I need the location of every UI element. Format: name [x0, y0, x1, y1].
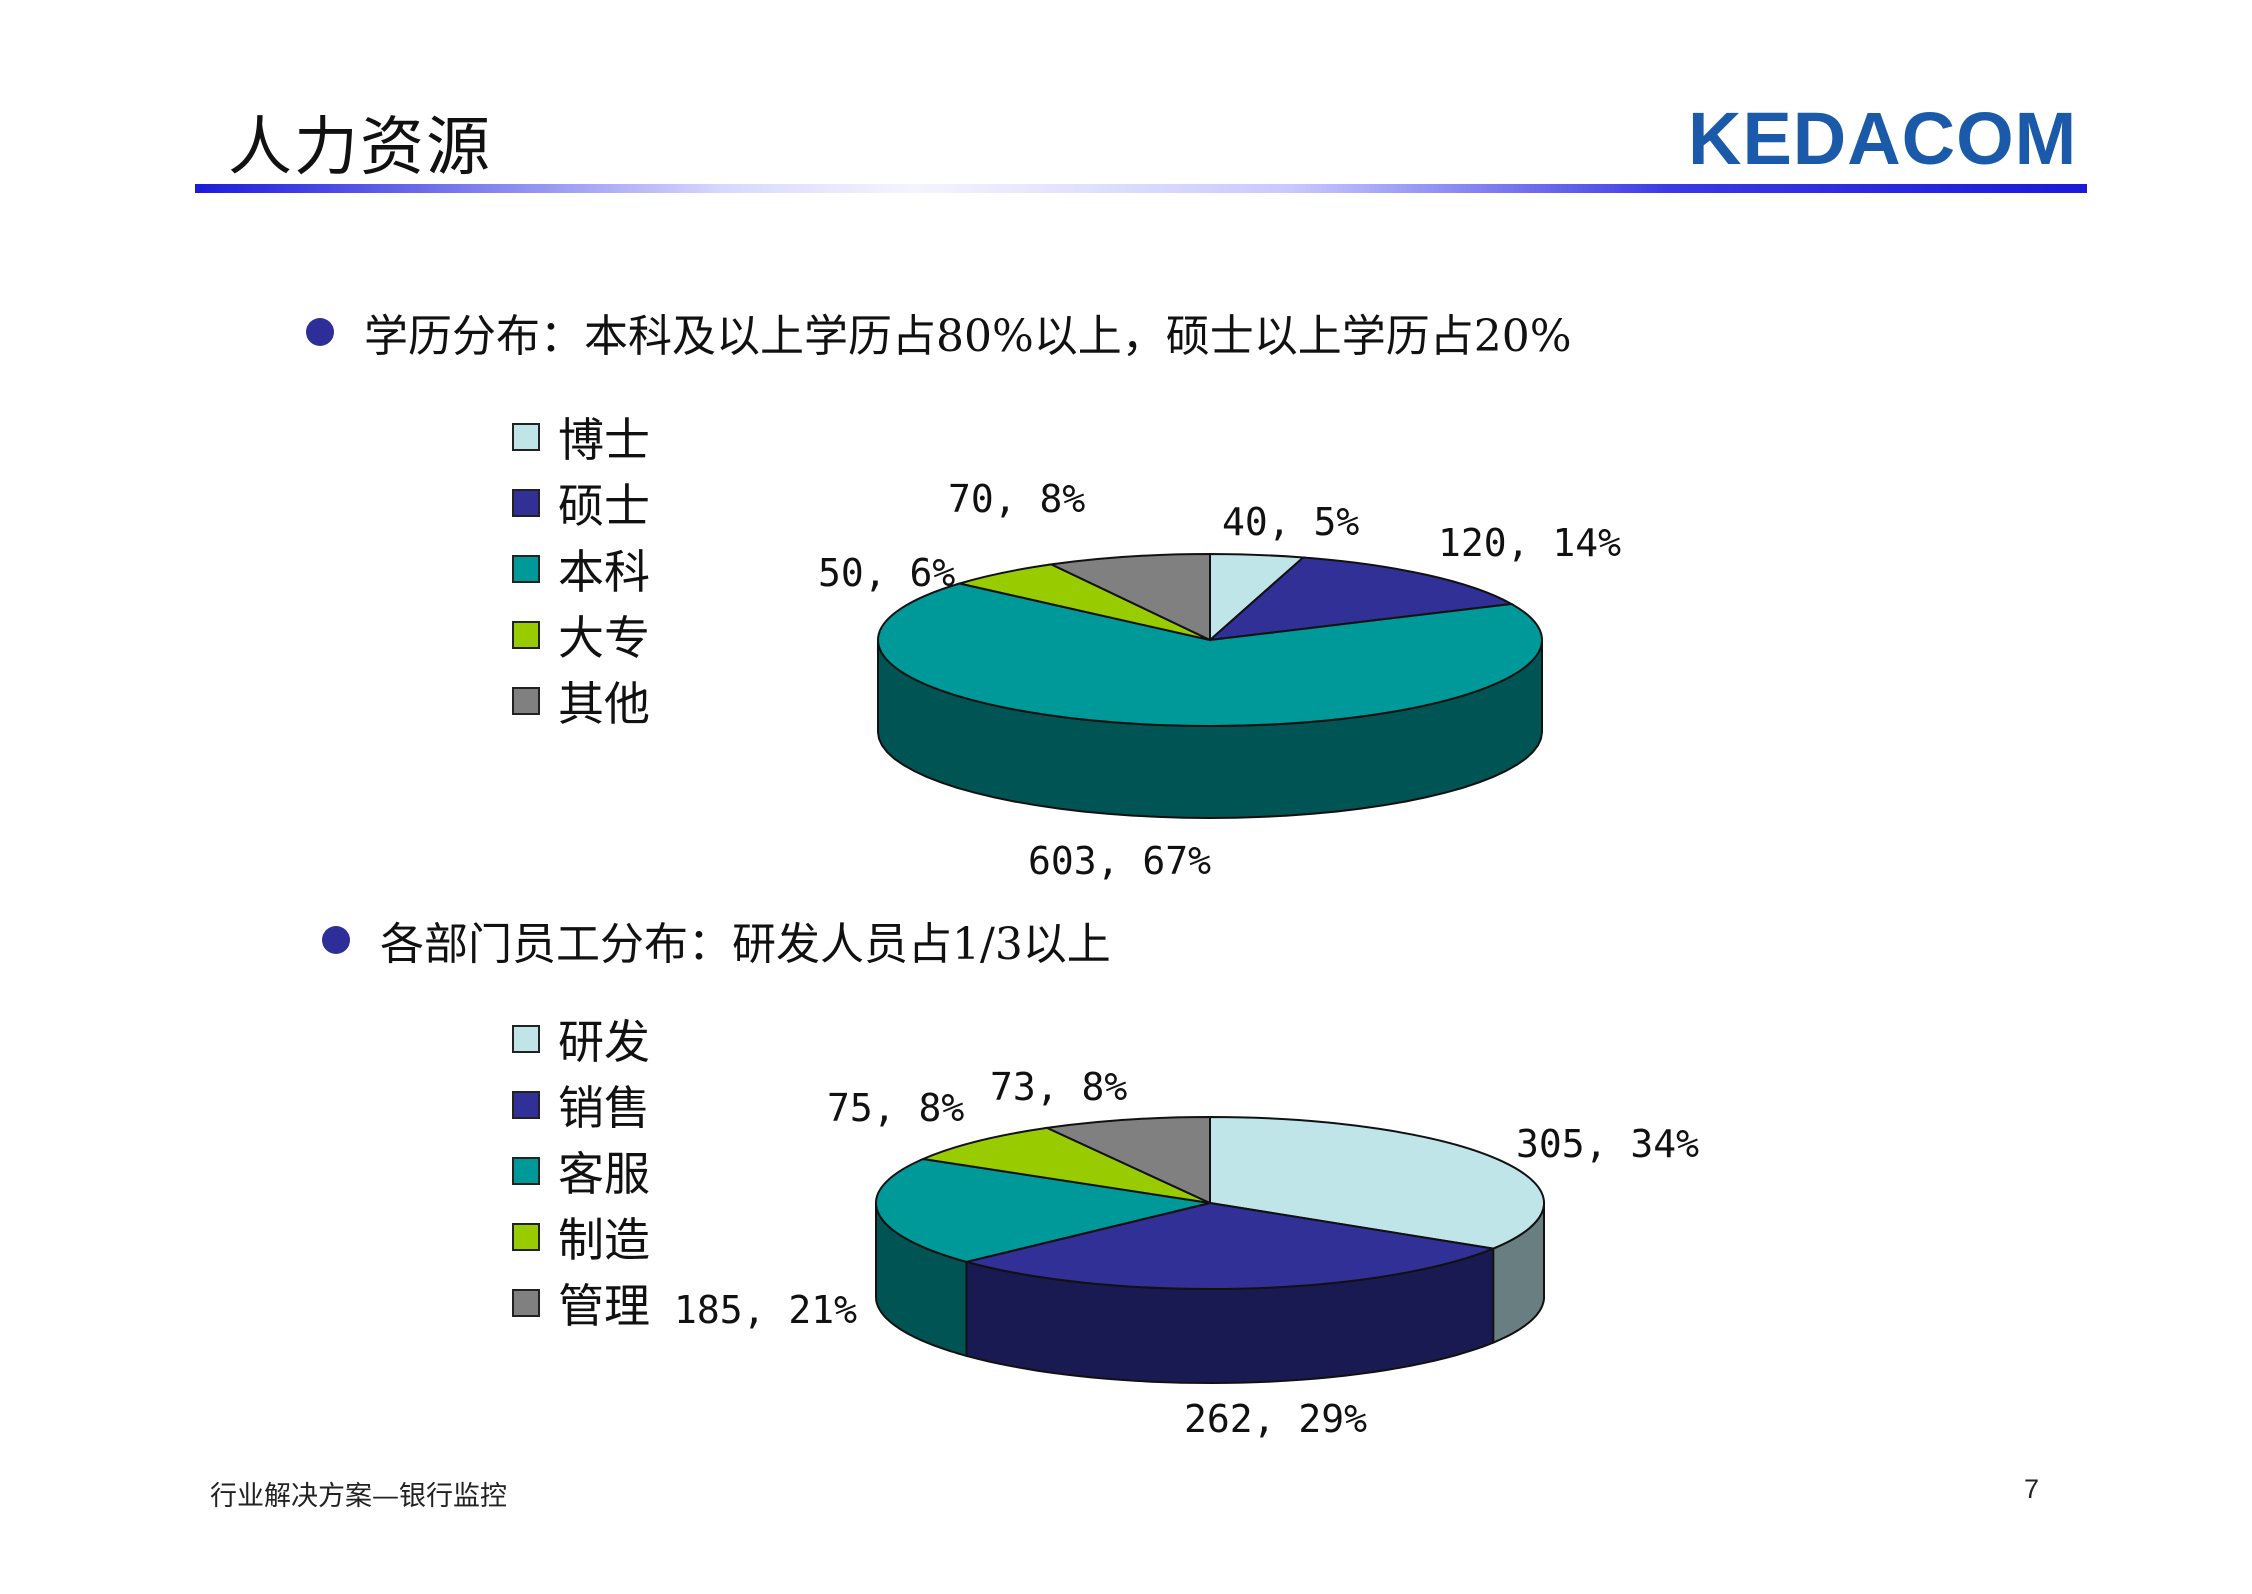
- pie-slice: [874, 1157, 1211, 1263]
- legend-swatch-icon: [512, 621, 540, 649]
- kedacom-logo: KEDACOM: [1688, 97, 2078, 180]
- legend-swatch-icon: [512, 489, 540, 517]
- pie-slice: [877, 582, 1543, 728]
- legend-item: 销售: [512, 1072, 650, 1138]
- legend-swatch-icon: [512, 1223, 540, 1251]
- legend-education: 博士 硕士 本科 大专 其他: [512, 404, 650, 734]
- legend-label: 其他: [558, 677, 650, 731]
- legend-departments: 研发 销售 客服 制造 管理: [512, 1006, 650, 1336]
- legend-item: 客服: [512, 1138, 650, 1204]
- bullet-dot-icon: [306, 318, 334, 346]
- title-divider: [195, 184, 2087, 193]
- pie-slice: [1043, 1115, 1211, 1205]
- pie-data-label: 50, 6%: [818, 551, 955, 595]
- footer-text: 行业解决方案—银行监控: [210, 1481, 507, 1512]
- slide-title: 人力资源: [228, 111, 492, 185]
- pie-data-label: 185, 21%: [674, 1288, 857, 1332]
- pie-data-label: 40, 5%: [1222, 500, 1359, 544]
- pie-chart-departments: [874, 1115, 1545, 1385]
- legend-label: 硕士: [558, 479, 650, 533]
- page-number: 7: [2024, 1474, 2040, 1504]
- bullet-dot-icon: [322, 926, 350, 954]
- pie-slice: [1206, 556, 1515, 642]
- legend-swatch-icon: [512, 687, 540, 715]
- legend-swatch-icon: [512, 555, 540, 583]
- legend-label: 管理: [558, 1279, 650, 1333]
- legend-swatch-icon: [512, 1091, 540, 1119]
- legend-swatch-icon: [512, 423, 540, 451]
- legend-item: 本科: [512, 536, 650, 602]
- bullet-education: 学历分布：本科及以上学历占80%以上，硕士以上学历占20%: [306, 300, 1572, 364]
- pie-slice: [919, 1126, 1211, 1204]
- legend-swatch-icon: [512, 1289, 540, 1317]
- legend-item: 大专: [512, 602, 650, 668]
- legend-label: 大专: [558, 611, 650, 665]
- legend-swatch-icon: [512, 1025, 540, 1053]
- bullet-education-text: 学历分布：本科及以上学历占80%以上，硕士以上学历占20%: [364, 311, 1572, 362]
- legend-label: 博士: [558, 413, 650, 467]
- legend-label: 研发: [558, 1015, 650, 1069]
- legend-item: 研发: [512, 1006, 650, 1072]
- pie-data-label: 75, 8%: [827, 1086, 964, 1130]
- pie-data-label: 120, 14%: [1438, 521, 1621, 565]
- legend-item: 硕士: [512, 470, 650, 536]
- bullet-departments-text: 各部门员工分布：研发人员占1/3以上: [380, 919, 1111, 970]
- legend-label: 本科: [558, 545, 650, 599]
- pie-data-label: 305, 34%: [1516, 1122, 1699, 1166]
- pie-data-labels: 40, 5% 120, 14% 603, 67% 50, 6% 70, 8% 305, 3…: [674, 477, 1699, 1441]
- legend-item: 制造: [512, 1204, 650, 1270]
- pie-data-label: 70, 8%: [948, 477, 1085, 521]
- bullet-departments: 各部门员工分布：研发人员占1/3以上: [322, 908, 1111, 972]
- pie-data-label: 73, 8%: [990, 1065, 1127, 1109]
- pie-data-label: 603, 67%: [1028, 839, 1211, 883]
- legend-label: 客服: [558, 1147, 650, 1201]
- legend-item: 博士: [512, 404, 650, 470]
- pie-slice: [1047, 552, 1211, 642]
- pie-slice: [966, 1201, 1497, 1291]
- legend-item: 其他: [512, 668, 650, 734]
- legend-item: 管理: [512, 1270, 650, 1336]
- legend-label: 销售: [558, 1081, 650, 1135]
- legend-swatch-icon: [512, 1157, 540, 1185]
- legend-label: 制造: [558, 1213, 650, 1267]
- pie-data-label: 262, 29%: [1184, 1397, 1367, 1441]
- pie-chart-education: [877, 552, 1543, 820]
